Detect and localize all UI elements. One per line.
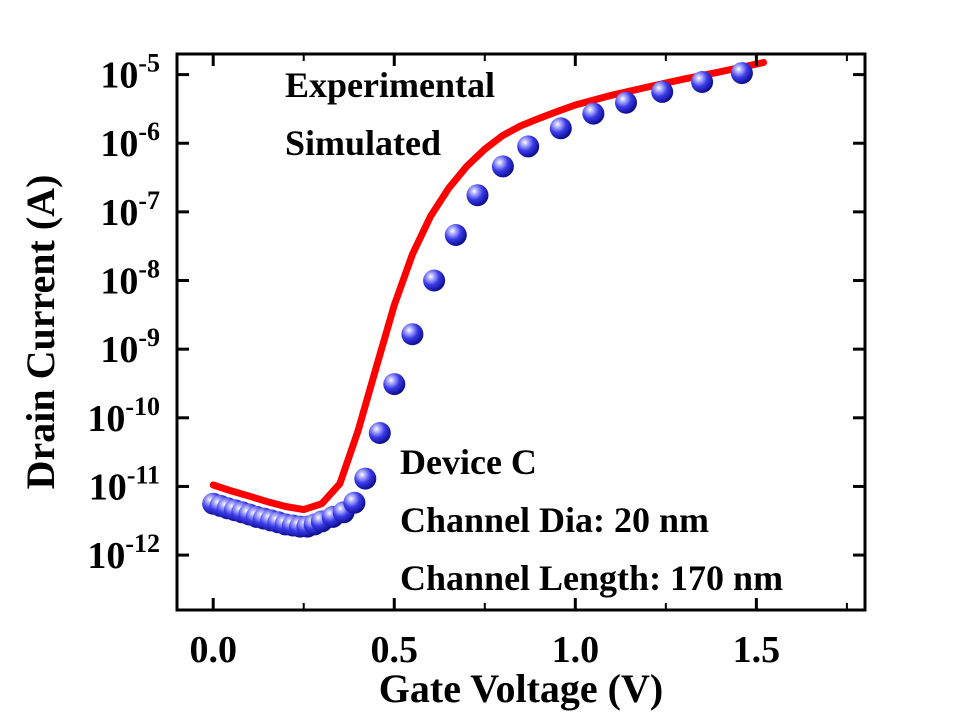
series-layer bbox=[202, 59, 768, 538]
x-tick-label: 0.5 bbox=[371, 629, 419, 671]
experimental-point bbox=[354, 467, 377, 490]
y-tick-label: 10-10 bbox=[87, 392, 160, 440]
experimental-point bbox=[691, 71, 714, 93]
experimental-point bbox=[401, 323, 424, 346]
experimental-point bbox=[582, 102, 605, 125]
y-tick-label: 10-12 bbox=[87, 529, 160, 577]
y-tick-label: 10-6 bbox=[100, 117, 160, 165]
x-tick-label: 0.0 bbox=[189, 629, 237, 671]
x-tick-label: 1.0 bbox=[552, 629, 600, 671]
experimental-point bbox=[517, 135, 540, 158]
experimental-point bbox=[368, 422, 391, 444]
y-tick-label: 10-11 bbox=[89, 460, 160, 508]
legend-simulated: Simulated bbox=[285, 123, 441, 163]
experimental-point bbox=[423, 269, 446, 292]
x-axis-title: Gate Voltage (V) bbox=[379, 666, 663, 711]
experimental-point bbox=[491, 155, 514, 178]
annotation-channel-dia: Channel Dia: 20 nm bbox=[400, 500, 709, 540]
legend: Experimental Simulated bbox=[285, 65, 495, 163]
experimental-point bbox=[549, 117, 572, 140]
experimental-point bbox=[466, 184, 489, 207]
x-tick-label: 1.5 bbox=[733, 629, 781, 671]
y-tick-label: 10-9 bbox=[100, 323, 160, 371]
simulated-curve bbox=[209, 59, 768, 514]
experimental-point bbox=[651, 80, 674, 103]
plot-frame bbox=[175, 52, 867, 612]
experimental-point bbox=[444, 224, 467, 246]
experimental-point bbox=[730, 62, 753, 85]
y-tick-label: 10-8 bbox=[100, 255, 160, 303]
y-axis-title: Drain Current (A) bbox=[18, 175, 63, 490]
y-tick-label: 10-5 bbox=[100, 49, 160, 97]
y-tick-label: 10-7 bbox=[100, 186, 160, 234]
experimental-point bbox=[343, 491, 366, 514]
experimental-point bbox=[383, 373, 406, 396]
experimental-point bbox=[615, 91, 637, 114]
annotation-channel-length: Channel Length: 170 nm bbox=[400, 558, 783, 598]
device-annotations: Device C Channel Dia: 20 nm Channel Leng… bbox=[400, 442, 783, 598]
axes-layer: 0.0 0.5 1.0 1.5 10-5 10-6 10-7 10-8 10-9 10-10 10-… bbox=[87, 49, 865, 671]
legend-experimental: Experimental bbox=[285, 65, 495, 105]
annotation-device: Device C bbox=[400, 442, 537, 482]
